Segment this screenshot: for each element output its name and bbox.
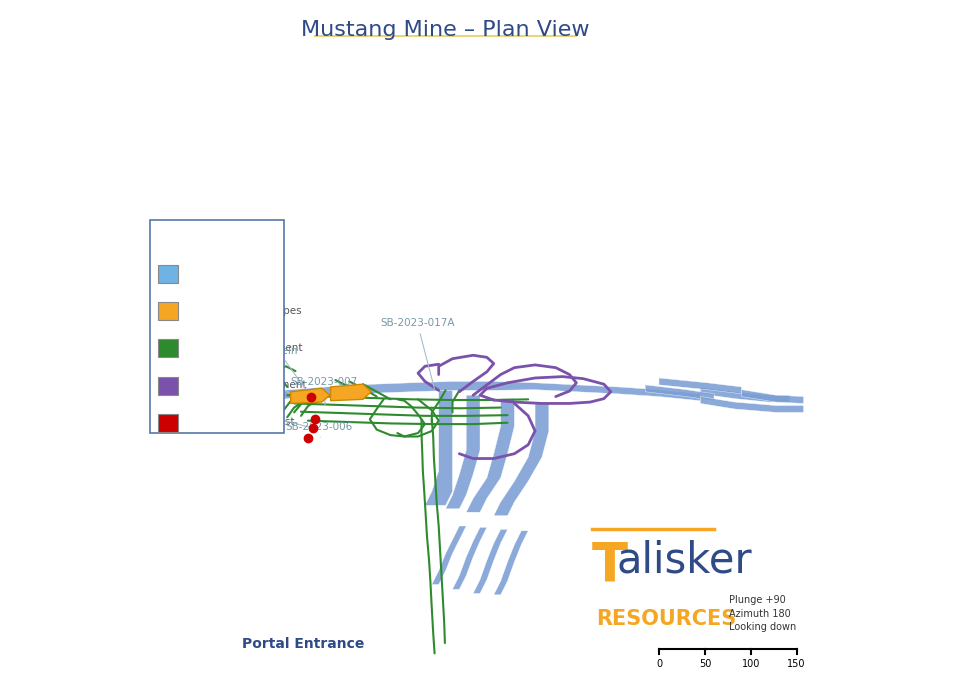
Polygon shape (452, 527, 487, 589)
Bar (157, 377, 179, 394)
Text: Mustang Mine – Plan View: Mustang Mine – Plan View (301, 20, 589, 40)
Text: Looking down: Looking down (730, 623, 797, 632)
Polygon shape (473, 530, 508, 593)
Text: Alhambra Vein: Alhambra Vein (204, 363, 302, 400)
Text: Azimuth 180: Azimuth 180 (730, 609, 791, 618)
Polygon shape (493, 403, 549, 516)
Text: Legend: Legend (182, 230, 252, 248)
Text: Plunge +90: Plunge +90 (730, 595, 786, 605)
Polygon shape (425, 390, 452, 505)
Text: BK Vein: BK Vein (258, 346, 310, 395)
Text: Veins: Veins (185, 269, 213, 278)
Text: Intercepts of Interest: Intercepts of Interest (185, 417, 295, 427)
Polygon shape (467, 398, 515, 512)
Polygon shape (645, 385, 714, 400)
Polygon shape (291, 389, 330, 403)
Text: 50: 50 (699, 659, 711, 669)
Polygon shape (432, 526, 467, 584)
Bar (157, 303, 179, 320)
Text: SB-2023-006: SB-2023-006 (286, 422, 353, 437)
Text: 0: 0 (656, 659, 662, 669)
Polygon shape (267, 382, 700, 400)
Polygon shape (493, 531, 528, 595)
Text: SB-2023-017A: SB-2023-017A (380, 319, 455, 389)
Polygon shape (700, 387, 790, 402)
Bar (157, 339, 179, 357)
Text: Proposed Development: Proposed Development (185, 380, 307, 390)
Text: 100: 100 (742, 659, 760, 669)
Text: Proposed 2024 Stopes: Proposed 2024 Stopes (185, 305, 302, 316)
Text: 150: 150 (787, 659, 806, 669)
Text: RESOURCES: RESOURCES (595, 609, 736, 629)
Text: Ongoing Development: Ongoing Development (185, 343, 302, 353)
Polygon shape (445, 395, 480, 509)
Polygon shape (700, 396, 804, 412)
Polygon shape (742, 390, 804, 403)
Polygon shape (659, 378, 742, 393)
Text: SB-2023-007: SB-2023-007 (291, 377, 358, 405)
Text: alisker: alisker (616, 540, 752, 582)
FancyBboxPatch shape (150, 219, 284, 433)
Bar (157, 265, 179, 283)
Text: T: T (591, 540, 628, 592)
Text: BK-9870 Vein: BK-9870 Vein (194, 401, 311, 428)
Bar (157, 414, 179, 432)
Text: Portal Entrance: Portal Entrance (243, 637, 365, 651)
Polygon shape (330, 384, 372, 400)
